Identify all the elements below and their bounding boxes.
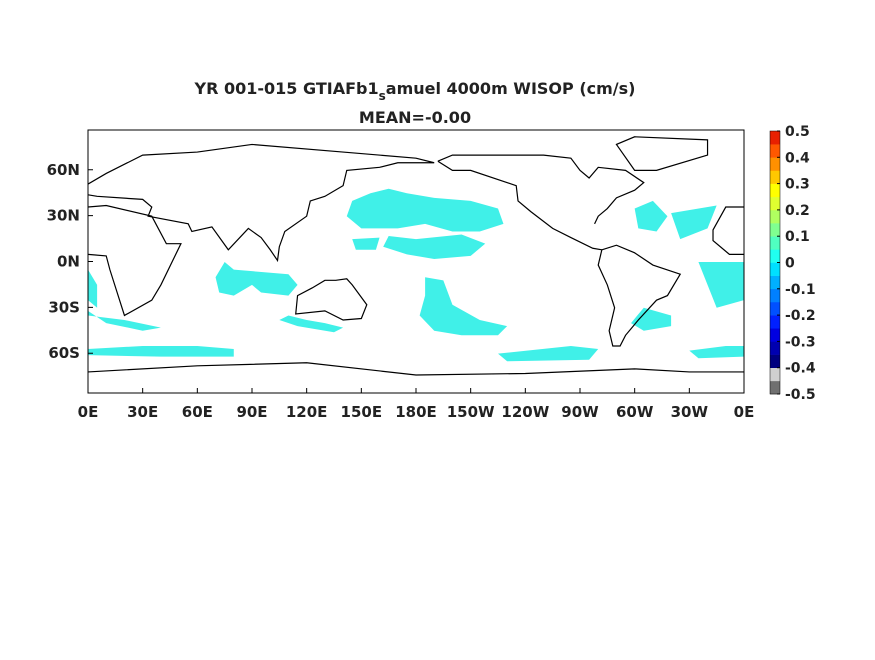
map-layers bbox=[88, 137, 744, 375]
colorbar-swatch bbox=[770, 341, 780, 355]
colorbar-tick-label: 0 bbox=[785, 256, 795, 272]
colorbar-tick-label: -0.2 bbox=[785, 308, 816, 324]
x-tick-label: 30E bbox=[127, 403, 158, 421]
y-tick-label: 0N bbox=[57, 253, 80, 271]
y-tick-label: 30N bbox=[47, 207, 80, 225]
x-tick-label: 180E bbox=[395, 403, 437, 421]
x-tick-label: 0E bbox=[734, 403, 755, 421]
title-main: YR 001-015 GTIAFb1 bbox=[194, 79, 379, 98]
colorbar-tick-label: -0.1 bbox=[785, 282, 816, 298]
colorbar-swatch bbox=[770, 275, 780, 290]
x-tick-label: 90E bbox=[236, 403, 267, 421]
x-tick-label: 150E bbox=[341, 403, 383, 421]
colorbar-swatch bbox=[770, 144, 780, 158]
colorbar-swatch bbox=[770, 183, 780, 198]
x-tick-label: 90W bbox=[561, 403, 599, 421]
y-tick-label: 30S bbox=[48, 298, 80, 316]
colorbar-swatch bbox=[770, 249, 780, 263]
colorbar-swatch bbox=[770, 367, 780, 382]
colorbar-swatch bbox=[770, 262, 780, 276]
colorbar-swatch bbox=[770, 131, 780, 145]
colorbar-swatch bbox=[770, 209, 780, 224]
colorbar-tick-label: 0.2 bbox=[785, 203, 810, 219]
colorbar-swatch bbox=[770, 380, 780, 395]
colorbar-swatch bbox=[770, 170, 780, 184]
colorbar-swatch bbox=[770, 315, 780, 329]
x-tick-label: 120W bbox=[501, 403, 549, 421]
x-tick-label: 30W bbox=[671, 403, 709, 421]
x-tick-label: 0E bbox=[78, 403, 99, 421]
title-sub: s bbox=[379, 89, 386, 103]
x-tick-label: 60E bbox=[182, 403, 213, 421]
colorbar-swatch bbox=[770, 328, 780, 342]
chart-title: YR 001-015 GTIAFb1samuel 4000m WISOP (cm… bbox=[194, 79, 636, 103]
colorbar-tick-label: 0.5 bbox=[785, 124, 810, 140]
colorbar-tick-label: -0.4 bbox=[785, 361, 816, 377]
colorbar-tick-label: 0.3 bbox=[785, 177, 810, 193]
colorbar-tick-label: -0.5 bbox=[785, 387, 816, 403]
colorbar-swatch bbox=[770, 157, 780, 171]
colorbar-tick-label: 0.1 bbox=[785, 229, 810, 245]
colorbar-swatch bbox=[770, 196, 780, 211]
colorbar-tick-label: 0.4 bbox=[785, 150, 810, 166]
coastlines bbox=[88, 137, 744, 375]
map-area bbox=[88, 137, 744, 375]
colorbar-swatch bbox=[770, 354, 780, 368]
colorbar-swatch bbox=[770, 301, 780, 316]
colorbar-swatch bbox=[770, 223, 780, 237]
field-regions bbox=[88, 188, 744, 362]
x-tick-label: 120E bbox=[286, 403, 328, 421]
y-tick-label: 60N bbox=[47, 161, 80, 179]
y-tick-label: 60S bbox=[48, 344, 80, 362]
colorbar-swatch bbox=[770, 288, 780, 303]
chart-subtitle: MEAN=-0.00 bbox=[359, 108, 471, 127]
title-rest: amuel 4000m WISOP (cm/s) bbox=[386, 79, 636, 98]
x-tick-label: 60W bbox=[616, 403, 654, 421]
colorbar-tick-label: -0.3 bbox=[785, 334, 816, 350]
x-tick-label: 150W bbox=[447, 403, 495, 421]
colorbar-swatch bbox=[770, 236, 780, 250]
